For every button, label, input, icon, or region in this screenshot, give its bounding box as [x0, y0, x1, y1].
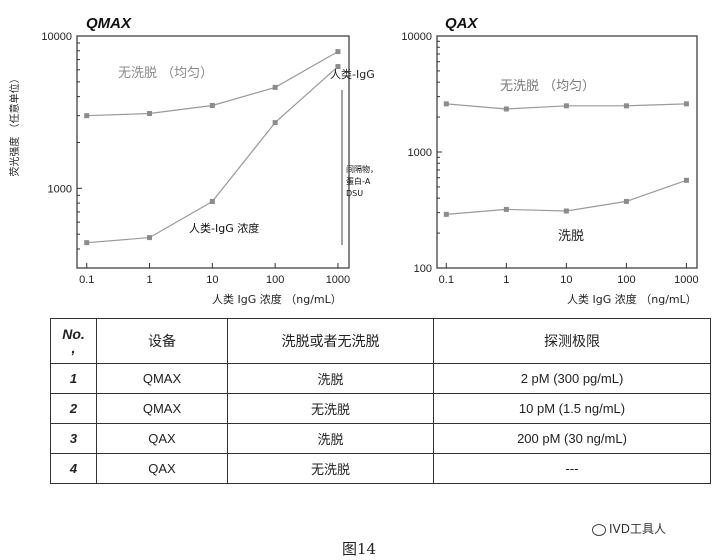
- data-point: [272, 120, 278, 126]
- wechat-icon: [592, 523, 606, 536]
- data-point: [147, 235, 153, 241]
- cell-lod: ---: [433, 453, 711, 484]
- x-tick-label: 0.1: [439, 274, 454, 286]
- cell-wash: 无洗脱: [227, 393, 434, 424]
- chart-qax: 100 1000 10000 0.1 1 10 100 1000 QAX 人类 IgG 浓度 （n…: [401, 15, 698, 306]
- table-row: 2 QMAX 无洗脱 10 pM (1.5 ng/mL): [50, 393, 711, 424]
- cell-no: 1: [50, 363, 97, 394]
- chart-annotation: 间隔物，: [346, 164, 378, 174]
- data-point: [272, 84, 278, 90]
- x-tick-label: 1: [503, 274, 509, 286]
- data-point: [335, 49, 341, 55]
- cell-no: 2: [50, 393, 97, 424]
- cell-wash: 无洗脱: [227, 453, 434, 484]
- watermark: IVD工具人: [592, 520, 666, 537]
- x-tick-label: 1000: [674, 274, 698, 286]
- series-label: 人类-IgG: [330, 67, 375, 81]
- header-device: 设备: [96, 318, 228, 364]
- charts-area: 1000 10000 0.1 1 10 100 1000 QMAX 人类 IgG 浓度 （ng/…: [8, 15, 699, 306]
- data-point: [84, 113, 90, 119]
- data-point: [563, 208, 569, 214]
- data-point: [147, 110, 153, 116]
- x-tick-label: 10: [560, 274, 572, 286]
- chart-qmax: 1000 10000 0.1 1 10 100 1000 QMAX 人类 IgG 浓度 （ng/…: [8, 15, 378, 306]
- header-wash: 洗脱或者无洗脱: [227, 318, 434, 364]
- chart-annotation: DSU: [346, 189, 363, 198]
- data-point: [84, 240, 90, 246]
- y-axis-label: 荧光强度 （任意单位）: [8, 73, 21, 176]
- watermark-label: IVD工具人: [609, 522, 666, 536]
- cell-lod: 2 pM (300 pg/mL): [433, 363, 711, 394]
- cell-no: 3: [50, 423, 97, 454]
- series-label: 无洗脱 （均匀）: [118, 66, 213, 81]
- data-point: [623, 198, 629, 204]
- cell-lod: 10 pM (1.5 ng/mL): [433, 393, 711, 424]
- data-point: [209, 198, 215, 204]
- x-axis-label: 人类 IgG 浓度 （ng/mL）: [567, 292, 697, 306]
- x-axis-label: 人类 IgG 浓度 （ng/mL）: [212, 292, 342, 306]
- figure-caption: 图14: [341, 540, 377, 558]
- chart-annotation: 蛋白-A: [346, 176, 371, 186]
- detection-limit-table: No. , 设备 洗脱或者无洗脱 探测极限 1 QMAX 洗脱 2 pM (30…: [50, 318, 711, 484]
- data-point: [623, 103, 629, 109]
- x-tick-label: 1000: [326, 274, 350, 286]
- y-tick-label: 10000: [401, 31, 432, 43]
- x-tick-label: 0.1: [79, 274, 94, 286]
- y-tick-label: 1000: [48, 183, 72, 195]
- cell-wash: 洗脱: [227, 363, 434, 394]
- cell-lod: 200 pM (30 ng/mL): [433, 423, 711, 454]
- cell-device: QMAX: [96, 363, 228, 394]
- x-tick-label: 100: [266, 274, 284, 286]
- series-line: [86, 66, 339, 244]
- table-row: 3 QAX 洗脱 200 pM (30 ng/mL): [50, 423, 711, 454]
- header-no: No. ,: [50, 318, 97, 364]
- cell-device: QMAX: [96, 393, 228, 424]
- series-label: 无洗脱 （均匀）: [500, 79, 595, 94]
- series-label: 洗脱: [558, 229, 584, 244]
- chart-title: QAX: [445, 15, 479, 32]
- cell-wash: 洗脱: [227, 423, 434, 454]
- table-row: 4 QAX 无洗脱 ---: [50, 453, 711, 484]
- cell-device: QAX: [96, 423, 228, 454]
- x-tick-label: 100: [617, 274, 635, 286]
- chart-title: QMAX: [86, 15, 132, 32]
- header-lod: 探测极限: [433, 318, 711, 364]
- y-tick-label: 10000: [41, 31, 72, 43]
- table-row: 1 QMAX 洗脱 2 pM (300 pg/mL): [50, 363, 711, 394]
- data-point: [443, 211, 449, 217]
- data-point: [563, 103, 569, 109]
- data-point: [335, 64, 341, 70]
- cell-device: QAX: [96, 453, 228, 484]
- y-tick-label: 1000: [408, 147, 432, 159]
- table-header-row: No. , 设备 洗脱或者无洗脱 探测极限: [50, 318, 711, 364]
- plot-frame: [76, 35, 350, 269]
- chart-annotation: 人类-IgG 浓度: [189, 221, 259, 235]
- data-point: [683, 101, 689, 107]
- x-tick-label: 10: [206, 274, 218, 286]
- data-point: [503, 106, 509, 112]
- y-tick-label: 100: [414, 263, 432, 275]
- data-point: [443, 101, 449, 107]
- header-no-label: No. ,: [62, 326, 85, 356]
- cell-no: 4: [50, 453, 97, 484]
- data-point: [683, 177, 689, 183]
- x-tick-label: 1: [146, 274, 152, 286]
- data-point: [209, 102, 215, 108]
- data-point: [503, 206, 509, 212]
